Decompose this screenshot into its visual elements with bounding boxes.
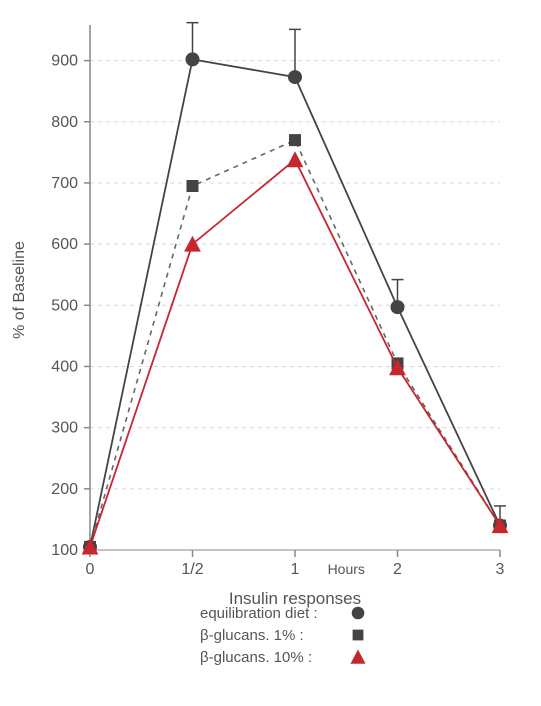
x-tick-label: 0 bbox=[86, 561, 95, 578]
legend-item-bg10: β-glucans. 10% : bbox=[200, 649, 366, 666]
y-tick-label: 300 bbox=[51, 420, 78, 437]
y-tick-label: 500 bbox=[51, 297, 78, 314]
legend-item-bg1: β-glucans. 1% : bbox=[200, 627, 363, 644]
legend-label: β-glucans. 1% : bbox=[200, 627, 304, 644]
legend-label: equilibration diet : bbox=[200, 605, 318, 622]
y-tick-label: 100 bbox=[51, 542, 78, 559]
y-tick-label: 700 bbox=[51, 175, 78, 192]
y-tick-label: 200 bbox=[51, 481, 78, 498]
insulin-response-chart: 100 200 300 400 500 600 700 800 900 0 1/2 1 2 3 Hours%… bbox=[0, 0, 541, 706]
x-inset-label: Hours bbox=[328, 561, 365, 577]
y-tick-label: 800 bbox=[51, 114, 78, 131]
y-tick-label: 400 bbox=[51, 358, 78, 375]
x-tick-label: 1/2 bbox=[181, 561, 203, 578]
x-tick-label: 3 bbox=[496, 561, 505, 578]
legend-label: β-glucans. 10% : bbox=[200, 649, 312, 666]
x-tick-label: 1 bbox=[291, 561, 300, 578]
x-tick-label: 2 bbox=[393, 561, 402, 578]
series-equilibration bbox=[83, 23, 507, 554]
series-bg1 bbox=[84, 134, 506, 553]
y-axis-label: % of Baseline bbox=[11, 241, 28, 339]
y-tick-label: 900 bbox=[51, 53, 78, 70]
y-tick-label: 600 bbox=[51, 236, 78, 253]
chart-svg: 100 200 300 400 500 600 700 800 900 0 1/2 1 2 3 Hours%… bbox=[0, 0, 541, 706]
